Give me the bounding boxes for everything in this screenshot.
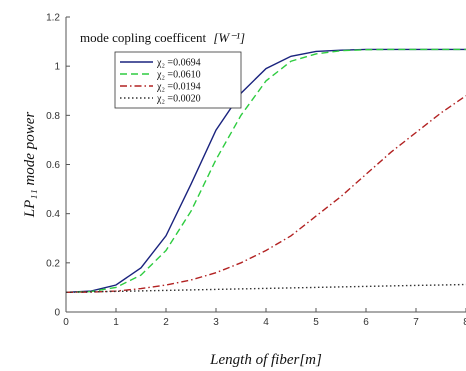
y-tick-label: 0.4 (46, 209, 60, 220)
y-tick-label: 0.2 (46, 258, 60, 269)
series-layer (65, 48, 466, 293)
legend-title-text: mode copling coefficent (80, 30, 206, 45)
y-tick-label: 0.6 (46, 160, 60, 171)
legend: mode copling coefficent [W⁻¹] χ₂ =0.0694… (80, 30, 245, 109)
x-tick-label: 6 (363, 317, 369, 328)
x-tick-label: 1 (113, 317, 119, 328)
series-line-4 (65, 283, 466, 293)
x-tick-label: 7 (413, 317, 419, 328)
x-tick-label: 5 (313, 317, 319, 328)
legend-entry-label-2: χ₂ =0.0610 (156, 70, 201, 81)
legend-entry-label-4: χ₂ =0.0020 (156, 94, 201, 105)
legend-title: mode copling coefficent [W⁻¹] (80, 30, 245, 45)
series-line-3 (65, 95, 466, 293)
x-tick-label: 4 (263, 317, 269, 328)
x-tick-label: 3 (213, 317, 219, 328)
x-tick-label: 0 (63, 317, 69, 328)
legend-entry-label-3: χ₂ =0.0194 (156, 82, 201, 93)
series-line-2 (65, 48, 466, 293)
y-tick-label: 0.8 (46, 111, 60, 122)
y-tick-label: 1.2 (46, 13, 60, 24)
legend-title-unit: [W⁻¹] (213, 30, 245, 45)
x-tick-label: 2 (163, 317, 169, 328)
y-axis-label: LP₁₁ mode power (22, 112, 38, 219)
axis-ticks: 0 1 2 3 4 5 6 7 8 0 0.2 0.4 0.6 0.8 1 1.2 (46, 13, 466, 328)
y-tick-label: 0 (54, 308, 60, 319)
x-tick-label: 8 (463, 317, 466, 328)
y-tick-label: 1 (54, 62, 60, 73)
legend-entry-label-1: χ₂ =0.0694 (156, 58, 201, 69)
x-axis-label: Length of fiber[m] (209, 352, 322, 368)
